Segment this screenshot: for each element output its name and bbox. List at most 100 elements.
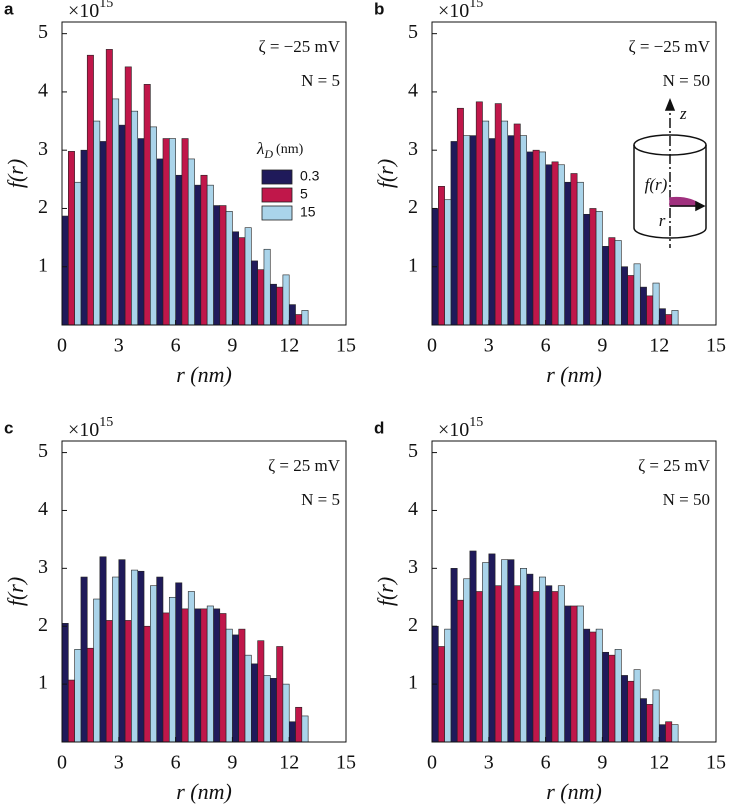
bar [263,248,271,326]
x-tick-label: 0 [427,335,437,357]
bar [652,689,660,743]
bar [86,647,94,743]
bar [532,149,540,326]
legend-title: λD (nm) [256,139,304,161]
y-tick-label: 4 [408,498,418,520]
y-tick-label: 2 [408,614,418,636]
x-tick-label: 0 [427,752,437,774]
bar [162,612,170,743]
bar [570,173,578,326]
bar [295,706,303,743]
bar [181,608,189,743]
x-tick-label: 0 [57,752,67,774]
bar [143,84,151,326]
bar [557,585,565,743]
x-tick-label: 12 [279,335,299,357]
bar [570,605,578,743]
bar [633,669,641,743]
bar [93,120,101,326]
x-tick-label: 12 [279,752,299,774]
legend-swatch [261,205,293,221]
bar [112,576,120,743]
bar [232,231,240,326]
bar [595,628,603,743]
multiplier-base: ×10 [68,419,99,441]
bar [137,570,145,743]
x-tick-label: 3 [114,752,124,774]
bar [639,286,647,326]
bar [93,598,101,743]
bar [124,66,132,326]
bar [74,181,82,326]
x-tick-label: 9 [597,752,607,774]
bar [526,151,534,326]
bar [513,123,521,326]
legend-swatch [261,187,293,203]
annotation: N = 5 [301,71,340,90]
legend-swatch [261,169,293,185]
bar [532,591,540,743]
bar [269,283,277,326]
bar [450,568,458,743]
x-axis-label: r (nm) [176,362,232,387]
multiplier-base: ×10 [68,0,99,22]
bar [150,585,157,743]
annotation: N = 50 [663,71,710,90]
bar [112,98,120,326]
annotation: ζ = −25 mV [259,37,341,56]
bar [488,553,496,743]
panel-label: a [4,0,14,18]
bar [187,591,195,743]
bar [646,295,654,326]
bar [469,135,477,326]
bar [456,107,464,326]
multiplier-exponent: 15 [469,0,483,11]
inset-label: f(r) [645,175,668,194]
bar [295,314,303,326]
bar [507,559,515,743]
x-tick-label: 15 [336,752,356,774]
bar [244,654,252,743]
bar [438,186,445,326]
bar [105,49,113,326]
bar [545,585,553,743]
bar [80,576,88,743]
bar [538,576,546,743]
multiplier-exponent: 15 [469,415,483,430]
bar [194,184,202,326]
bar [225,628,233,743]
bar [251,663,258,743]
bar [488,138,496,326]
annotation: ζ = 25 mV [638,456,711,475]
panel-label: d [374,418,384,437]
bar [450,141,458,326]
multiplier: ×1015 [68,415,113,440]
bar [633,263,641,326]
bar [301,310,309,326]
y-tick-label: 3 [408,138,418,160]
y-axis-label: f(r) [3,577,28,606]
y-tick-label: 5 [408,440,418,462]
bar [627,275,635,326]
bar [557,164,565,326]
bar [652,282,660,326]
bar [200,608,208,743]
x-tick-label: 12 [649,752,669,774]
bar [639,698,647,743]
multiplier: ×1015 [438,415,483,440]
bar [86,54,94,326]
y-tick-label: 2 [38,196,48,218]
bar [608,237,616,326]
plot-frame [61,21,347,326]
bar [168,138,176,326]
y-tick-label: 3 [38,556,48,578]
y-tick-label: 5 [408,21,418,43]
bar [494,103,502,326]
bar [105,620,113,743]
bar [288,721,296,743]
bar [276,646,284,743]
bar [494,585,502,743]
bar [589,631,597,743]
x-tick-label: 15 [336,335,356,357]
